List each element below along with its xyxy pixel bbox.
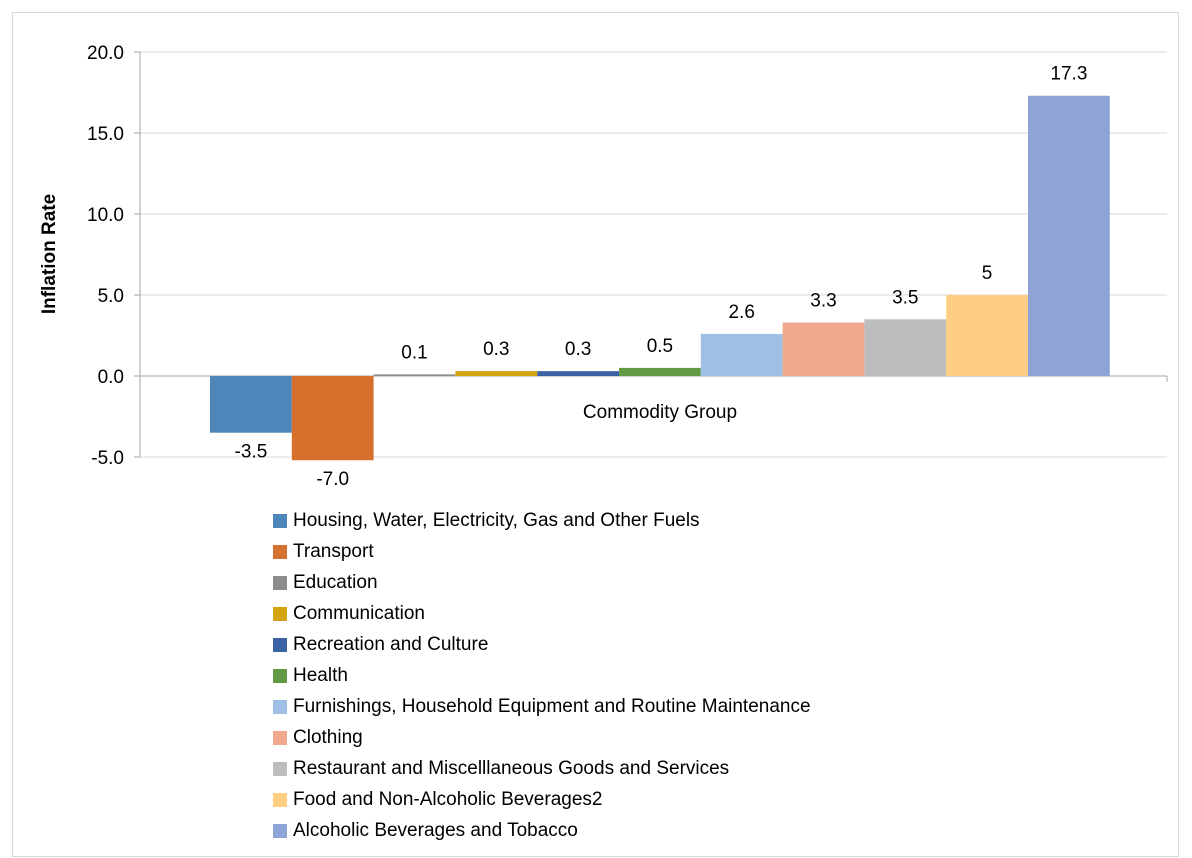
bar bbox=[864, 319, 947, 376]
legend-swatch bbox=[273, 606, 287, 621]
legend-swatch bbox=[273, 823, 287, 838]
data-labels: -3.5 -7.0 0.1 0.3 0.3 0.5 2.6 3.3 3.5 5 17.3 bbox=[235, 64, 1088, 490]
legend-label: Restaurant and Miscelllaneous Goods and … bbox=[293, 757, 730, 779]
y-tick-label: 20.0 bbox=[87, 43, 124, 64]
data-label: 0.1 bbox=[401, 342, 427, 363]
legend-item: Health bbox=[273, 660, 811, 691]
y-tick-label: 0.0 bbox=[98, 367, 124, 388]
data-label: 0.5 bbox=[647, 336, 673, 357]
data-label: 2.6 bbox=[728, 302, 754, 323]
legend-swatch bbox=[273, 637, 287, 652]
legend-label: Education bbox=[293, 571, 378, 593]
legend-label: Housing, Water, Electricity, Gas and Oth… bbox=[293, 509, 700, 531]
legend-swatch bbox=[273, 668, 287, 683]
bar bbox=[782, 322, 865, 376]
y-tick-label: 15.0 bbox=[87, 124, 124, 145]
bar bbox=[946, 295, 1028, 376]
bar bbox=[291, 376, 374, 461]
data-label: 5 bbox=[982, 263, 993, 284]
legend-label: Alcoholic Beverages and Tobacco bbox=[293, 819, 578, 841]
y-tick-label: -5.0 bbox=[91, 448, 124, 469]
legend-item: Restaurant and Miscelllaneous Goods and … bbox=[273, 753, 811, 784]
legend: Housing, Water, Electricity, Gas and Oth… bbox=[273, 505, 811, 846]
legend-swatch bbox=[273, 792, 287, 807]
y-axis-ticks: -5.0 0.0 5.0 10.0 15.0 20.0 bbox=[87, 43, 1168, 469]
legend-label: Furnishings, Household Equipment and Rou… bbox=[293, 695, 811, 717]
legend-item: Transport bbox=[273, 536, 811, 567]
legend-item: Communication bbox=[273, 598, 811, 629]
legend-label: Clothing bbox=[293, 726, 363, 748]
bar bbox=[1028, 95, 1110, 377]
bar bbox=[700, 333, 783, 376]
legend-label: Communication bbox=[293, 602, 425, 624]
legend-item: Education bbox=[273, 567, 811, 598]
legend-item: Furnishings, Household Equipment and Rou… bbox=[273, 691, 811, 722]
data-label: -7.0 bbox=[316, 469, 349, 490]
x-axis-label: Commodity Group bbox=[583, 402, 737, 423]
legend-swatch bbox=[273, 699, 287, 714]
data-label: 0.3 bbox=[483, 339, 509, 360]
bar bbox=[619, 367, 701, 376]
legend-label: Recreation and Culture bbox=[293, 633, 489, 655]
legend-swatch bbox=[273, 513, 287, 528]
bars bbox=[210, 95, 1110, 461]
legend-swatch bbox=[273, 761, 287, 776]
bar bbox=[373, 374, 456, 376]
legend-swatch bbox=[273, 544, 287, 559]
legend-item: Alcoholic Beverages and Tobacco bbox=[273, 815, 811, 846]
legend-swatch bbox=[273, 730, 287, 745]
bar bbox=[210, 376, 292, 433]
legend-label: Health bbox=[293, 664, 348, 686]
data-label: 3.5 bbox=[892, 287, 918, 308]
data-label: -3.5 bbox=[235, 442, 268, 463]
data-label: 0.3 bbox=[565, 339, 591, 360]
legend-item: Housing, Water, Electricity, Gas and Oth… bbox=[273, 505, 811, 536]
data-label: 17.3 bbox=[1050, 64, 1087, 85]
legend-label: Food and Non-Alcoholic Beverages2 bbox=[293, 788, 603, 810]
bar bbox=[537, 371, 619, 376]
chart-frame bbox=[12, 12, 1179, 857]
y-axis-label: Inflation Rate bbox=[39, 194, 60, 314]
data-label: 3.3 bbox=[810, 291, 836, 312]
legend-item: Recreation and Culture bbox=[273, 629, 811, 660]
bar bbox=[455, 371, 538, 376]
legend-item: Clothing bbox=[273, 722, 811, 753]
y-tick-label: 10.0 bbox=[87, 205, 124, 226]
y-tick-label: 5.0 bbox=[98, 286, 124, 307]
legend-swatch bbox=[273, 575, 287, 590]
legend-label: Transport bbox=[293, 540, 374, 562]
legend-item: Food and Non-Alcoholic Beverages2 bbox=[273, 784, 811, 815]
